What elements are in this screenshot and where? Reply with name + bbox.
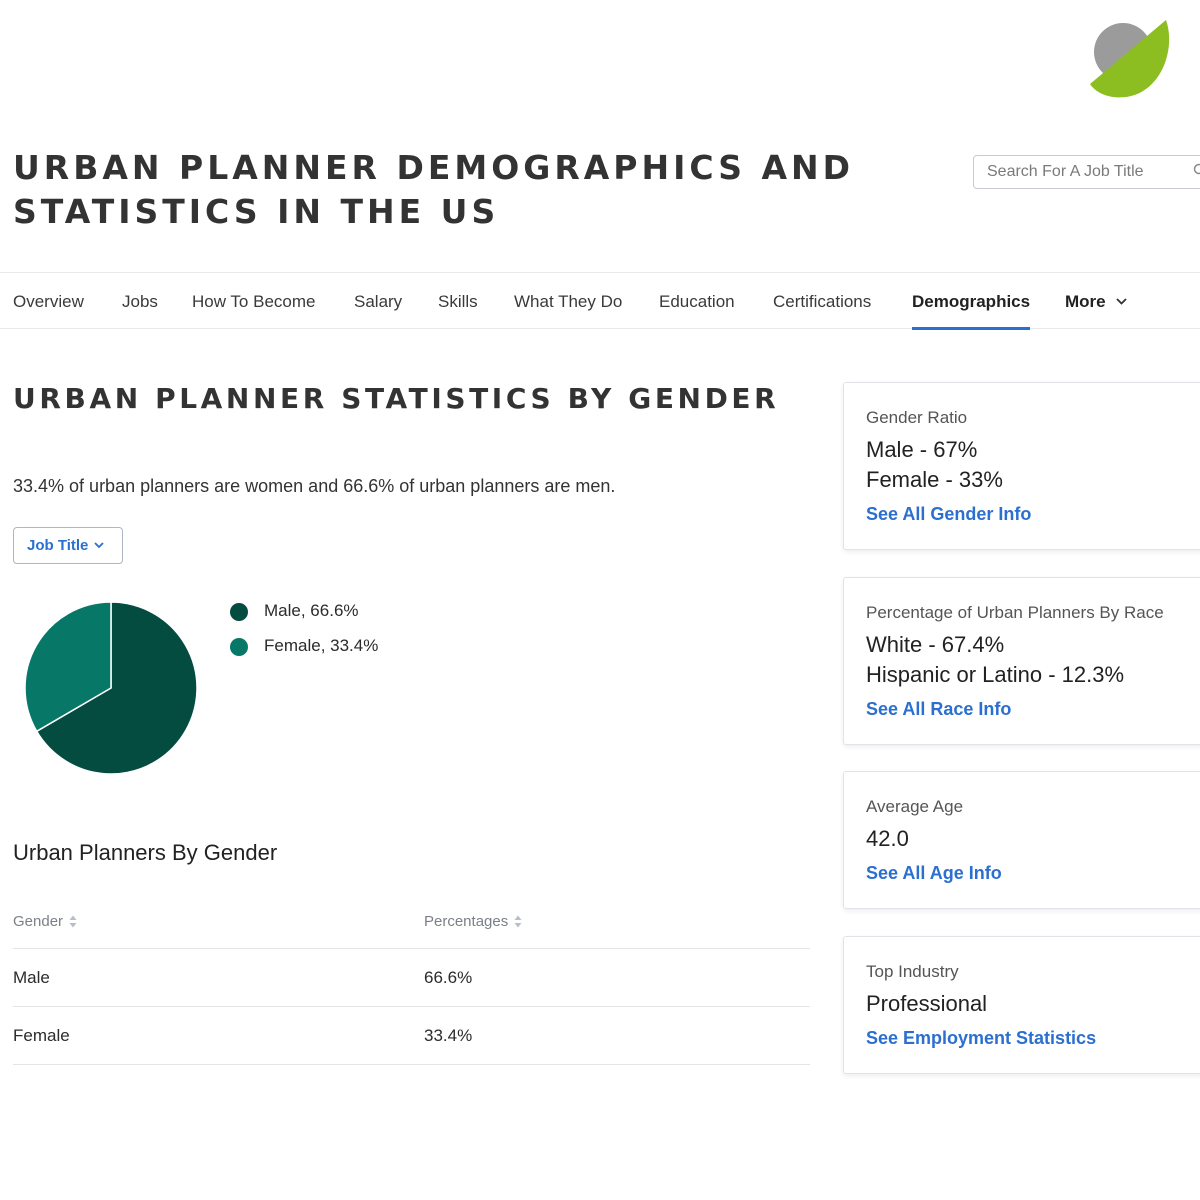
sort-icon	[514, 915, 522, 928]
column-header-percentages-label: Percentages	[424, 913, 509, 930]
legend-dot-male	[230, 603, 248, 621]
table-header-row: Gender Percentages	[13, 895, 810, 949]
logo-green-shape	[1090, 20, 1170, 98]
pie-slice-female[interactable]	[24, 601, 112, 733]
legend-value-male: , 66.6%	[300, 601, 359, 620]
search-input[interactable]	[973, 155, 1200, 189]
chevron-down-icon	[1115, 297, 1127, 305]
see-employment-statistics-link[interactable]: See Employment Statistics	[866, 1028, 1097, 1048]
tab-skills[interactable]: Skills	[438, 292, 478, 311]
job-title-dropdown-label: Job Title	[27, 537, 89, 554]
nav-bar: Overview Jobs How To Become Salary Skill…	[0, 272, 1200, 330]
search-icon[interactable]	[1193, 163, 1200, 177]
tab-jobs[interactable]: Jobs	[122, 292, 158, 311]
see-all-race-info-link[interactable]: See All Race Info	[866, 699, 1012, 719]
tab-more[interactable]: More	[1065, 273, 1127, 329]
table-title: Urban Planners By Gender	[13, 840, 278, 865]
column-header-percentages[interactable]: Percentages	[424, 895, 810, 949]
see-all-age-info-link[interactable]: See All Age Info	[866, 863, 1002, 883]
sort-icon	[69, 915, 77, 928]
legend-label-male: Male	[264, 601, 301, 620]
legend-text-male: Male, 66.6%	[264, 601, 359, 621]
column-header-gender[interactable]: Gender	[13, 895, 424, 949]
gender-table: Gender Percentages Male 66.6% Female 33.…	[13, 895, 810, 1065]
tab-education[interactable]: Education	[659, 292, 735, 311]
tab-what-they-do[interactable]: What They Do	[514, 292, 623, 311]
race-card: Percentage of Urban Planners By Race Whi…	[843, 577, 1200, 745]
table-cell-percentage: 66.6%	[424, 948, 810, 1007]
table-row: Female 33.4%	[13, 1006, 810, 1065]
card-label: Average Age	[866, 797, 964, 816]
tab-salary[interactable]: Salary	[354, 292, 403, 311]
table-row: Male 66.6%	[13, 948, 810, 1007]
tab-overview[interactable]: Overview	[13, 292, 84, 311]
chevron-down-icon	[94, 541, 105, 548]
top-industry-card: Top Industry Professional See Employment…	[843, 936, 1200, 1074]
card-label: Gender Ratio	[866, 408, 968, 427]
pie-slice-male[interactable]	[35, 601, 198, 775]
legend-label-female: Female	[264, 636, 321, 655]
table-cell-gender: Male	[13, 948, 424, 1007]
card-value: Hispanic or Latino - 12.3%	[866, 662, 1125, 687]
page-title: URBAN PLANNER DEMOGRAPHICS AND STATISTIC…	[13, 148, 855, 231]
card-value: White - 67.4%	[866, 632, 1005, 657]
gender-summary: 33.4% of urban planners are women and 66…	[13, 476, 616, 496]
logo-icon[interactable]	[1088, 18, 1170, 100]
job-title-dropdown[interactable]: Job Title	[13, 527, 123, 564]
card-value: Male - 67%	[866, 437, 978, 462]
column-header-gender-label: Gender	[13, 913, 64, 930]
average-age-card: Average Age 42.0 See All Age Info	[843, 771, 1200, 909]
card-label: Top Industry	[866, 962, 959, 981]
legend-value-female: , 33.4%	[320, 636, 379, 655]
gender-ratio-card: Gender Ratio Male - 67% Female - 33% See…	[843, 382, 1200, 550]
gender-pie-chart	[24, 601, 198, 775]
legend-text-female: Female, 33.4%	[264, 636, 378, 656]
card-value: 42.0	[866, 826, 909, 851]
section-title: URBAN PLANNER STATISTICS BY GENDER	[13, 382, 780, 415]
card-label: Percentage of Urban Planners By Race	[866, 603, 1164, 622]
see-all-gender-info-link[interactable]: See All Gender Info	[866, 504, 1032, 524]
tab-how-to-become[interactable]: How To Become	[192, 292, 316, 311]
tab-more-label: More	[1065, 292, 1106, 311]
legend-dot-female	[230, 638, 248, 656]
table-cell-percentage: 33.4%	[424, 1006, 810, 1065]
card-value: Female - 33%	[866, 467, 1003, 492]
table-cell-gender: Female	[13, 1006, 424, 1065]
tab-certifications[interactable]: Certifications	[773, 292, 872, 311]
card-value: Professional	[866, 991, 988, 1016]
tab-demographics[interactable]: Demographics	[912, 273, 1031, 330]
